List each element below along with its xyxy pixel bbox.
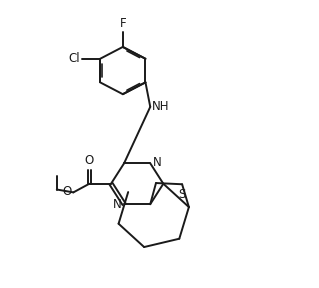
Text: N: N (153, 156, 161, 169)
Text: NH: NH (152, 100, 169, 113)
Text: O: O (85, 154, 93, 167)
Text: O: O (62, 185, 71, 198)
Text: N: N (113, 198, 122, 211)
Text: Cl: Cl (69, 52, 80, 65)
Text: F: F (120, 17, 126, 30)
Text: S: S (178, 188, 186, 201)
